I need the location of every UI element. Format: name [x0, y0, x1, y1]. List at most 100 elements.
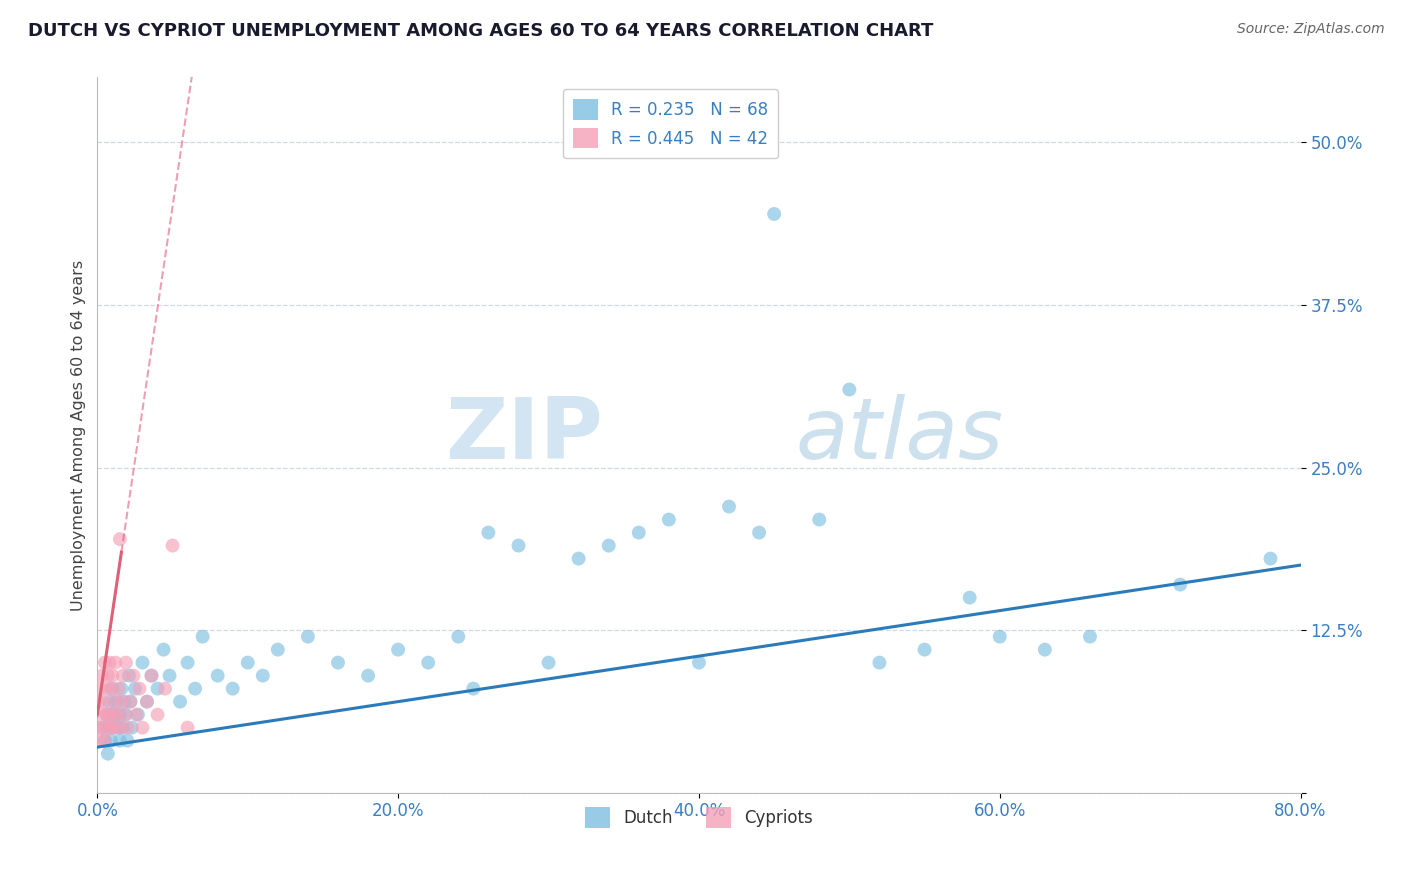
Point	[914, 642, 936, 657]
Text: DUTCH VS CYPRIOT UNEMPLOYMENT AMONG AGES 60 TO 64 YEARS CORRELATION CHART: DUTCH VS CYPRIOT UNEMPLOYMENT AMONG AGES…	[28, 22, 934, 40]
Point	[103, 721, 125, 735]
Point	[297, 630, 319, 644]
Point	[117, 721, 139, 735]
Point	[97, 668, 120, 682]
Point	[98, 721, 121, 735]
Point	[118, 668, 141, 682]
Point	[146, 681, 169, 696]
Point	[120, 695, 142, 709]
Point	[90, 707, 112, 722]
Point	[598, 539, 620, 553]
Point	[97, 721, 120, 735]
Point	[959, 591, 981, 605]
Point	[101, 707, 124, 722]
Point	[763, 207, 786, 221]
Point	[146, 707, 169, 722]
Point	[627, 525, 650, 540]
Point	[120, 695, 142, 709]
Point	[125, 707, 148, 722]
Point	[111, 721, 134, 735]
Point	[96, 681, 118, 696]
Point	[169, 695, 191, 709]
Point	[748, 525, 770, 540]
Point	[477, 525, 499, 540]
Point	[104, 707, 127, 722]
Point	[100, 733, 122, 747]
Point	[89, 733, 111, 747]
Point	[718, 500, 741, 514]
Point	[267, 642, 290, 657]
Point	[87, 695, 110, 709]
Point	[1168, 577, 1191, 591]
Point	[122, 668, 145, 682]
Point	[105, 695, 128, 709]
Point	[97, 747, 120, 761]
Point	[131, 721, 153, 735]
Point	[101, 707, 124, 722]
Y-axis label: Unemployment Among Ages 60 to 64 years: Unemployment Among Ages 60 to 64 years	[72, 260, 86, 611]
Point	[153, 681, 176, 696]
Point	[115, 707, 138, 722]
Point	[94, 656, 117, 670]
Point	[1078, 630, 1101, 644]
Point	[236, 656, 259, 670]
Point	[508, 539, 530, 553]
Point	[121, 721, 143, 735]
Point	[568, 551, 591, 566]
Point	[89, 681, 111, 696]
Text: atlas: atlas	[796, 393, 1004, 476]
Point	[100, 681, 122, 696]
Point	[112, 695, 135, 709]
Point	[688, 656, 710, 670]
Point	[90, 721, 112, 735]
Point	[93, 721, 115, 735]
Point	[110, 681, 132, 696]
Point	[112, 707, 135, 722]
Point	[98, 656, 121, 670]
Point	[357, 668, 380, 682]
Point	[101, 668, 124, 682]
Text: Source: ZipAtlas.com: Source: ZipAtlas.com	[1237, 22, 1385, 37]
Point	[222, 681, 245, 696]
Point	[96, 707, 118, 722]
Point	[110, 695, 132, 709]
Point	[107, 681, 129, 696]
Point	[87, 721, 110, 735]
Point	[105, 707, 128, 722]
Text: ZIP: ZIP	[444, 393, 603, 476]
Point	[207, 668, 229, 682]
Point	[141, 668, 163, 682]
Point	[94, 733, 117, 747]
Point	[94, 733, 117, 747]
Point	[252, 668, 274, 682]
Point	[96, 707, 118, 722]
Point	[127, 707, 149, 722]
Point	[93, 695, 115, 709]
Point	[108, 733, 131, 747]
Point	[104, 656, 127, 670]
Point	[176, 721, 198, 735]
Point	[108, 532, 131, 546]
Point	[1033, 642, 1056, 657]
Point	[124, 681, 146, 696]
Point	[131, 656, 153, 670]
Point	[447, 630, 470, 644]
Point	[128, 681, 150, 696]
Point	[107, 721, 129, 735]
Point	[537, 656, 560, 670]
Point	[108, 707, 131, 722]
Point	[326, 656, 349, 670]
Point	[101, 681, 124, 696]
Point	[115, 656, 138, 670]
Point	[988, 630, 1011, 644]
Point	[108, 721, 131, 735]
Point	[136, 695, 159, 709]
Point	[387, 642, 409, 657]
Legend: Dutch, Cypriots: Dutch, Cypriots	[578, 801, 820, 834]
Point	[103, 721, 125, 735]
Point	[141, 668, 163, 682]
Point	[838, 383, 860, 397]
Point	[1260, 551, 1282, 566]
Point	[100, 721, 122, 735]
Point	[463, 681, 485, 696]
